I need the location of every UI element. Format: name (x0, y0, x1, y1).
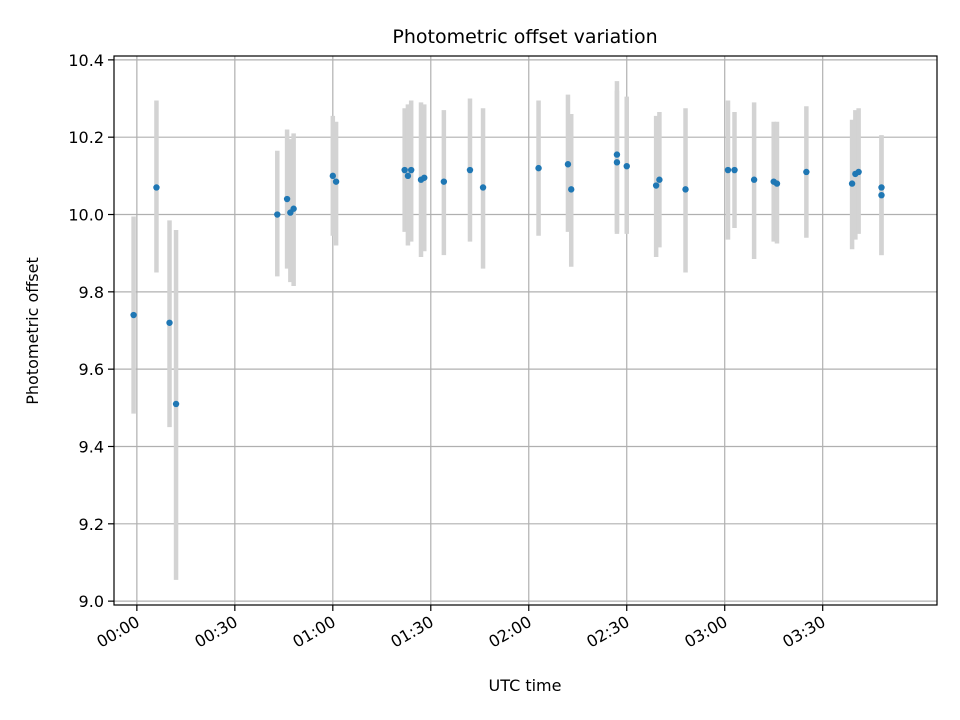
y-tick-label: 9.4 (79, 437, 104, 456)
data-point (329, 172, 337, 180)
y-tick-label: 9.8 (79, 283, 104, 302)
data-point (848, 180, 856, 187)
data-point (855, 168, 862, 176)
data-point (535, 164, 542, 172)
data-point (479, 184, 487, 191)
data-point (274, 211, 281, 218)
data-points (130, 151, 885, 408)
data-point (166, 319, 173, 326)
data-point (283, 195, 291, 203)
data-point (682, 186, 689, 193)
data-point (404, 172, 412, 180)
y-tick-label: 9.6 (79, 360, 104, 379)
data-point (656, 176, 663, 183)
data-point (153, 184, 160, 191)
data-point (421, 174, 428, 181)
chart-title: Photometric offset variation (392, 26, 657, 48)
data-point (878, 184, 885, 191)
data-point (568, 186, 575, 193)
data-point (407, 166, 415, 174)
data-point (332, 178, 340, 185)
data-point (401, 166, 408, 174)
data-point (440, 178, 448, 185)
y-tick-label: 9.0 (79, 592, 104, 611)
data-point (750, 176, 758, 183)
data-point (731, 166, 738, 174)
x-axis-label: UTC time (489, 676, 562, 695)
data-point (613, 159, 621, 166)
data-point (652, 182, 660, 189)
y-axis-label: Photometric offset (23, 257, 42, 405)
data-point (613, 151, 621, 158)
data-point (773, 180, 781, 187)
data-point (172, 400, 180, 408)
y-tick-label: 10.0 (68, 206, 104, 225)
plot-frame (113, 55, 938, 606)
data-point (290, 205, 297, 212)
data-point (878, 191, 885, 199)
data-point (803, 168, 810, 176)
data-point (466, 166, 474, 174)
data-point (130, 311, 137, 319)
y-tick-label: 10.2 (68, 128, 104, 147)
data-point (623, 162, 630, 170)
data-point (564, 161, 572, 168)
y-tick-label: 10.4 (68, 51, 104, 70)
data-point (724, 166, 732, 174)
y-tick-label: 9.2 (79, 515, 104, 534)
